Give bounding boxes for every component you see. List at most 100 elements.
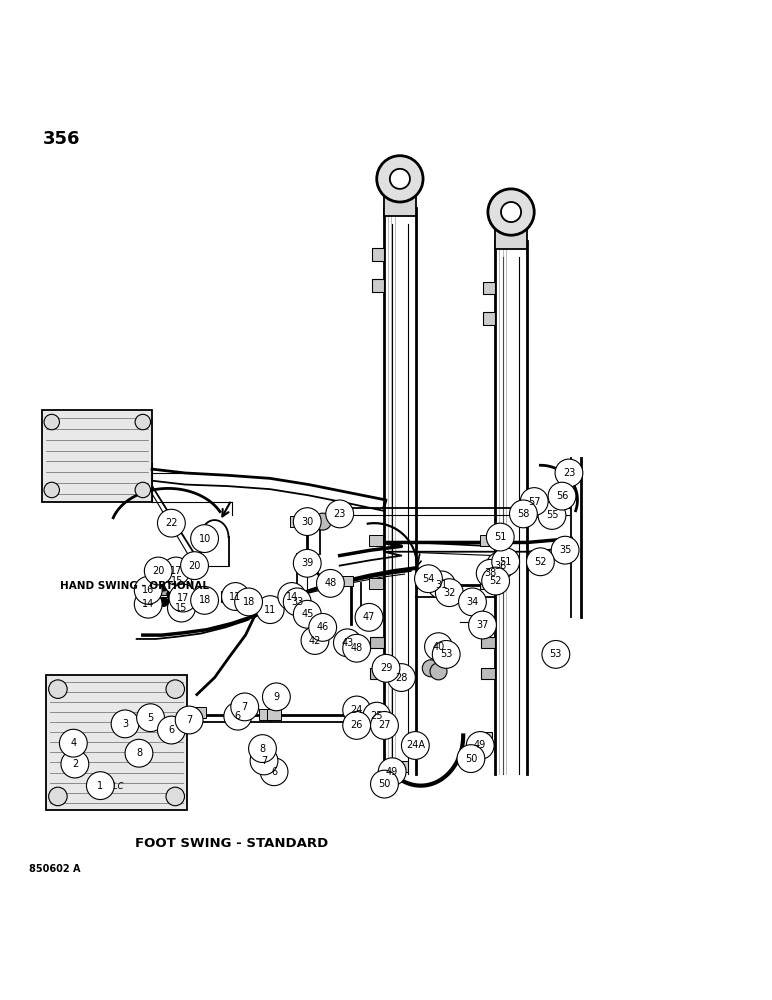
Text: 34: 34 [466, 597, 479, 607]
Text: 7: 7 [261, 756, 267, 766]
Circle shape [309, 613, 337, 641]
Text: 54: 54 [422, 574, 435, 584]
Bar [480, 535, 494, 546]
Text: 20: 20 [188, 561, 201, 571]
Text: 25: 25 [371, 711, 383, 721]
Circle shape [422, 660, 439, 677]
Bar [46, 675, 187, 810]
Circle shape [486, 552, 514, 580]
Text: 27: 27 [378, 720, 391, 730]
Circle shape [555, 459, 583, 487]
Circle shape [469, 611, 496, 639]
Text: 17: 17 [170, 566, 182, 576]
Text: 14: 14 [286, 591, 298, 601]
Circle shape [435, 579, 463, 607]
Bar [370, 668, 384, 679]
Circle shape [224, 702, 252, 730]
Circle shape [457, 745, 485, 773]
Text: 356: 356 [42, 130, 80, 148]
Circle shape [134, 590, 162, 618]
Text: 17: 17 [177, 593, 189, 603]
Text: 50: 50 [465, 754, 477, 764]
Bar [298, 516, 312, 527]
Circle shape [135, 482, 151, 498]
Text: 37: 37 [476, 620, 489, 630]
Bar [483, 312, 495, 325]
Circle shape [162, 557, 190, 585]
Circle shape [459, 588, 486, 616]
Circle shape [157, 509, 185, 537]
Circle shape [301, 627, 329, 654]
Text: 11: 11 [229, 591, 242, 601]
Text: 33: 33 [291, 597, 303, 607]
Bar [168, 592, 179, 600]
Circle shape [371, 712, 398, 739]
Circle shape [538, 502, 566, 529]
Circle shape [111, 710, 139, 738]
Bar [42, 410, 152, 502]
Circle shape [293, 600, 321, 628]
Bar [185, 707, 198, 718]
Circle shape [164, 567, 191, 595]
Circle shape [168, 594, 195, 622]
Text: 16: 16 [142, 585, 154, 595]
Bar [221, 591, 235, 602]
Circle shape [44, 414, 59, 430]
Circle shape [432, 641, 460, 668]
Text: 26: 26 [350, 720, 363, 730]
Text: 5: 5 [147, 713, 154, 723]
Text: 6: 6 [168, 725, 174, 735]
Circle shape [425, 633, 452, 661]
Bar [495, 230, 527, 249]
Bar [267, 709, 281, 720]
Circle shape [510, 500, 537, 528]
Text: 23: 23 [334, 509, 346, 519]
Circle shape [520, 488, 548, 515]
Text: 58: 58 [517, 509, 530, 519]
Text: 24: 24 [350, 705, 363, 715]
Circle shape [235, 588, 262, 616]
Circle shape [371, 770, 398, 798]
Text: 1: 1 [97, 781, 103, 791]
Circle shape [293, 549, 321, 577]
Circle shape [343, 696, 371, 724]
Circle shape [527, 548, 554, 576]
Text: 29: 29 [380, 663, 392, 673]
Circle shape [157, 716, 185, 744]
Circle shape [343, 634, 371, 662]
Circle shape [159, 582, 168, 591]
Circle shape [476, 559, 504, 587]
Text: 28: 28 [395, 673, 408, 683]
Text: 3: 3 [122, 719, 128, 729]
Text: 15: 15 [171, 576, 184, 586]
Circle shape [551, 536, 579, 564]
Circle shape [135, 414, 151, 430]
Circle shape [144, 557, 172, 585]
Text: 36: 36 [494, 561, 506, 571]
Bar [372, 248, 384, 261]
Text: 8: 8 [259, 744, 266, 754]
Text: 11: 11 [264, 605, 276, 615]
Text: 35: 35 [559, 545, 571, 555]
Text: 51: 51 [494, 532, 506, 542]
Circle shape [166, 680, 185, 698]
Circle shape [355, 603, 383, 631]
Bar [478, 732, 492, 743]
Circle shape [388, 664, 415, 691]
Bar [192, 593, 206, 604]
Circle shape [466, 732, 494, 759]
Text: 38: 38 [484, 568, 496, 578]
Circle shape [317, 569, 344, 597]
Text: 49: 49 [386, 767, 398, 777]
Circle shape [191, 586, 218, 614]
Bar [290, 516, 304, 527]
Bar [480, 578, 494, 589]
Text: 850602 A: 850602 A [29, 864, 81, 874]
Text: 52: 52 [489, 576, 502, 586]
Circle shape [532, 501, 549, 518]
Bar [331, 576, 345, 586]
Text: 18: 18 [198, 595, 211, 605]
Text: 53: 53 [440, 649, 452, 659]
Circle shape [377, 156, 423, 202]
Circle shape [49, 787, 67, 806]
